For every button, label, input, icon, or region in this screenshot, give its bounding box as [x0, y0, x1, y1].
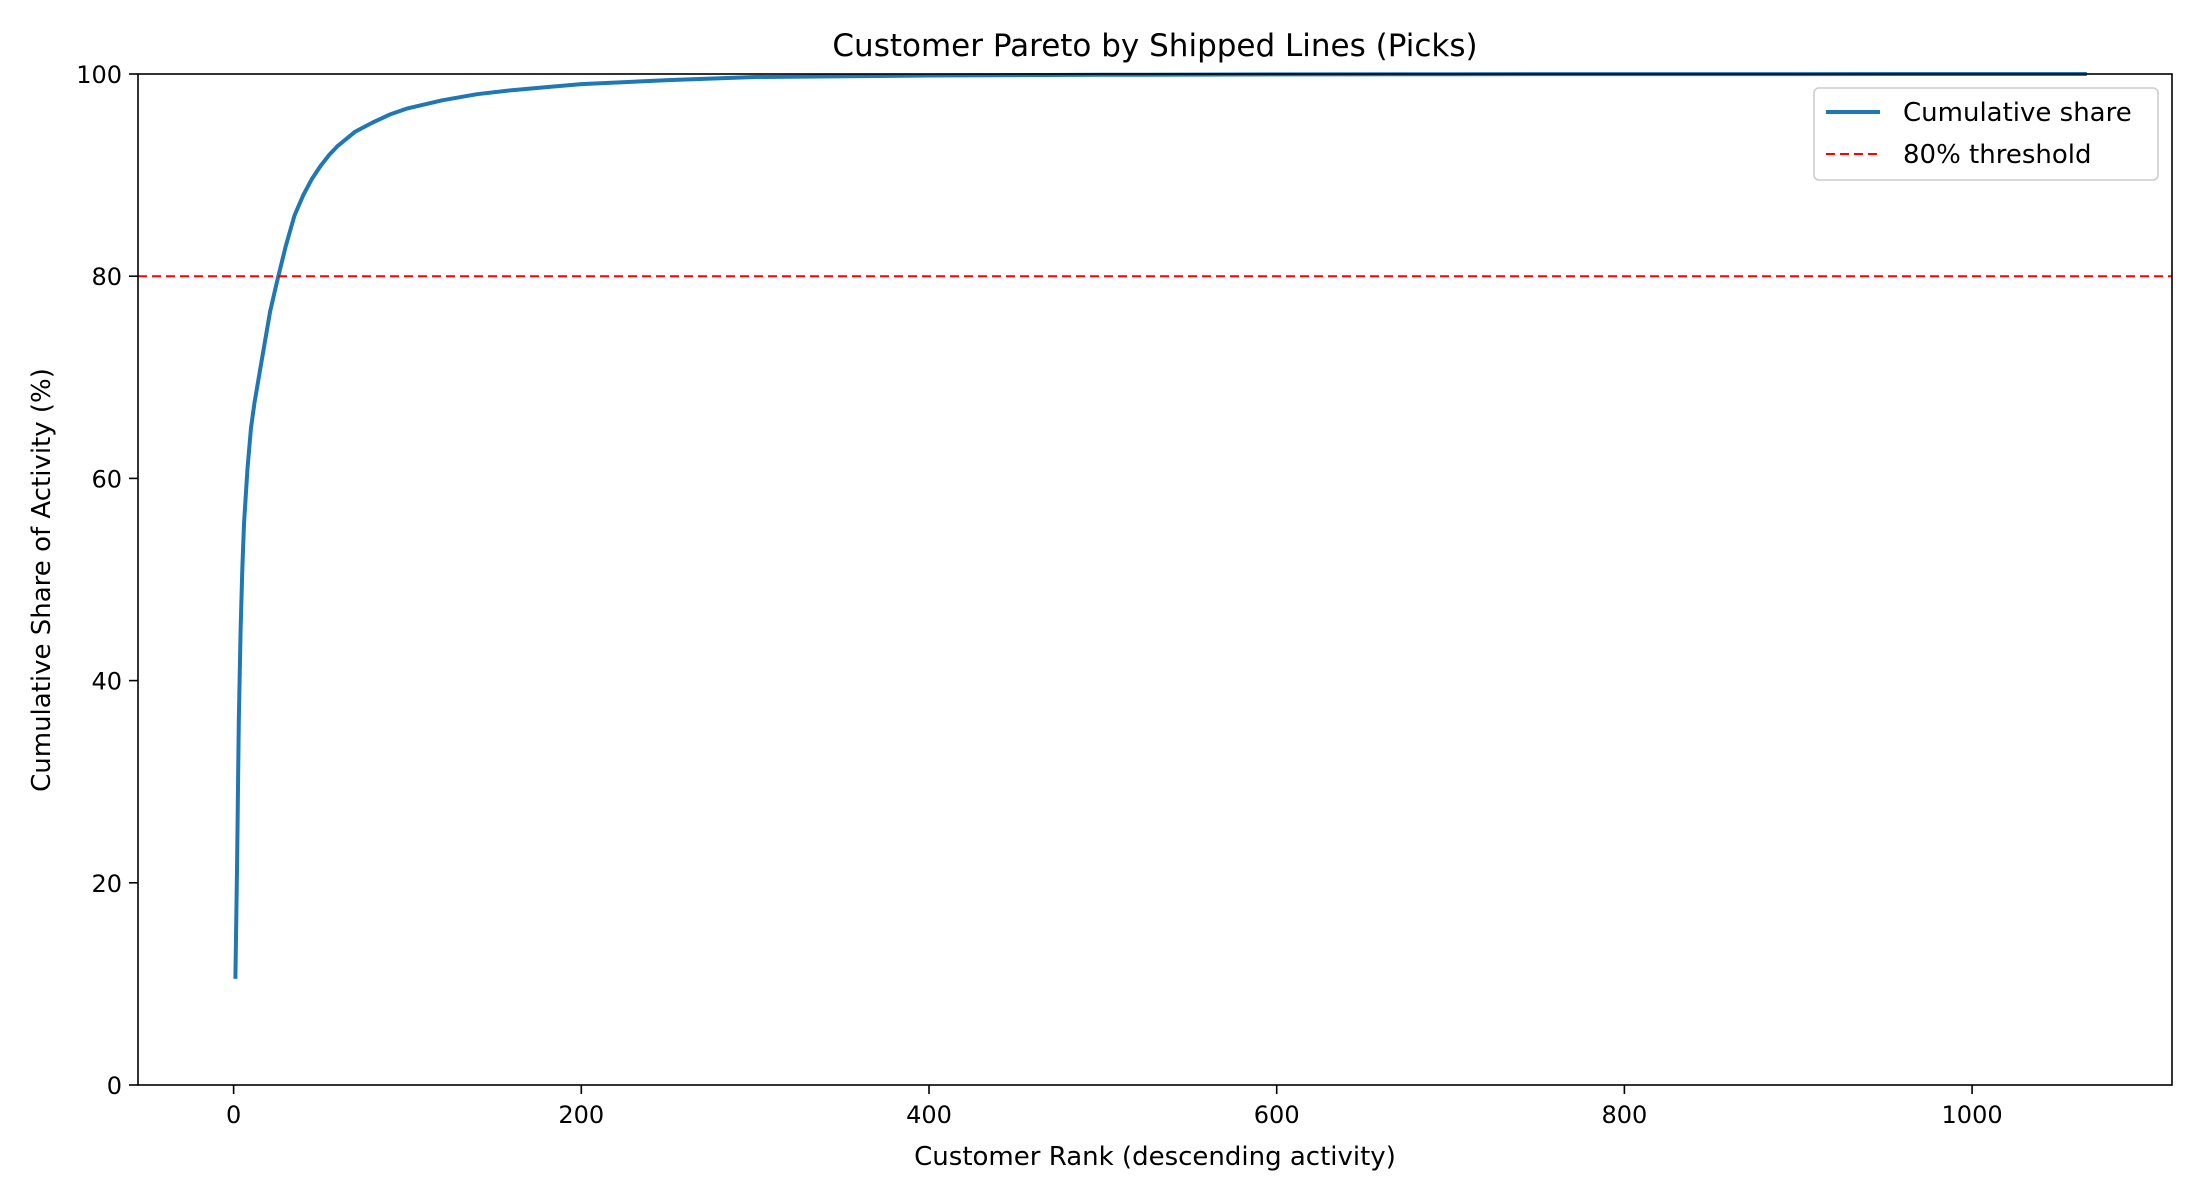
- legend[interactable]: Cumulative share 80% threshold: [1813, 87, 2159, 181]
- y-tick-label: 0: [107, 1072, 122, 1100]
- x-tick-label: 600: [1254, 1101, 1300, 1129]
- chart-title: Customer Pareto by Shipped Lines (Picks): [832, 28, 1477, 64]
- y-axis-ticks: 0 20 40 60 80 100: [76, 61, 138, 1100]
- x-axis-label: Customer Rank (descending activity): [914, 1142, 1396, 1172]
- legend-label-80-threshold: 80% threshold: [1903, 140, 2092, 170]
- x-tick-label: 0: [226, 1101, 241, 1129]
- legend-label-cumulative-share: Cumulative share: [1903, 98, 2132, 128]
- series-line-cumulative-share: [233, 72, 2087, 979]
- y-tick-label: 100: [76, 61, 122, 89]
- x-tick-label: 800: [1601, 1101, 1647, 1129]
- x-tick-label: 200: [558, 1101, 604, 1129]
- series-layer: [233, 72, 2087, 979]
- y-axis-label: Cumulative Share of Activity (%): [27, 368, 57, 792]
- y-tick-label: 60: [91, 465, 122, 493]
- plot-area: [137, 72, 2173, 1086]
- y-tick-label: 20: [91, 870, 122, 898]
- x-tick-label: 1000: [1942, 1101, 2003, 1129]
- x-axis-ticks: 0 200 400 600 800 1000: [226, 1085, 2003, 1129]
- y-tick-label: 80: [91, 263, 122, 291]
- x-tick-label: 400: [906, 1101, 952, 1129]
- plot-frame: [137, 73, 2173, 1086]
- legend-box: [1813, 87, 2159, 181]
- y-tick-label: 40: [91, 668, 122, 696]
